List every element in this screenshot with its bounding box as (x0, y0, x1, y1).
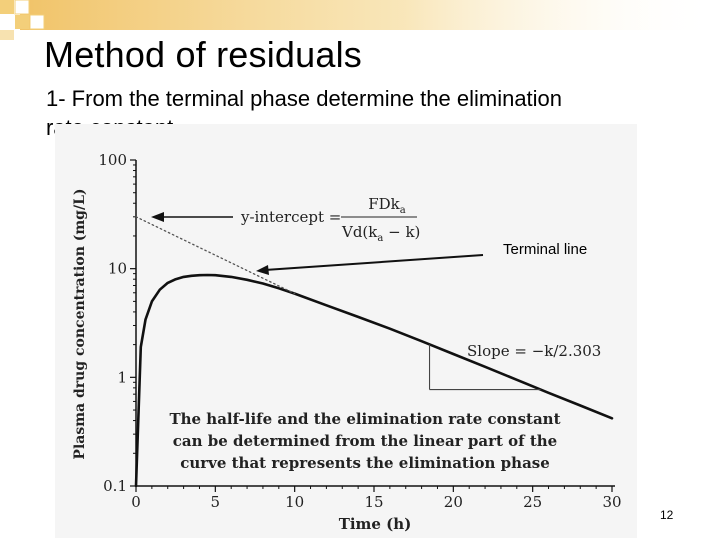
terminal-line-arrow (264, 254, 484, 271)
x-tick-label: 30 (602, 493, 621, 511)
header-stripe (20, 0, 720, 30)
y-intercept-numerator: FDka (368, 195, 406, 216)
denominator-post: − k) (383, 223, 420, 241)
header-square (14, 0, 30, 15)
axis-ticks: 0 5 10 15 20 25 30 0.1 1 10 100 (98, 151, 621, 511)
slide-title: Method of residuals (44, 34, 362, 75)
y-tick-label: 1 (117, 368, 127, 386)
header-square (29, 14, 45, 30)
chart-figure: 0 5 10 15 20 25 30 0.1 1 10 100 Time (h) Plasma dr… (55, 124, 637, 538)
slide-number: 12 (660, 508, 674, 522)
note-line-3: curve that represents the elimination ph… (180, 454, 550, 472)
y-tick-label: 0.1 (103, 477, 127, 495)
header-square (0, 0, 14, 14)
numerator-sub: a (400, 205, 406, 216)
note-line-1: The half-life and the elimination rate c… (169, 410, 560, 428)
y-intercept-prefix: y-intercept = (240, 208, 341, 226)
x-tick-label: 25 (523, 493, 542, 511)
slope-label: Slope = −k/2.303 (467, 342, 601, 360)
denominator-pre: Vd(k (341, 223, 378, 241)
y-intercept-denominator: Vd(ka − k) (341, 223, 420, 244)
concentration-curve (134, 273, 614, 488)
note-line-2: can be determined from the linear part o… (173, 432, 557, 450)
x-tick-label: 5 (211, 493, 221, 511)
x-tick-label: 15 (364, 493, 383, 511)
annotations: Time (h) Plasma drug concentration (mg/L… (72, 188, 601, 533)
terminal-extrapolation-line (135, 216, 296, 295)
terminal-line-arrowhead (256, 265, 269, 275)
numerator-main: FDk (368, 195, 400, 213)
x-tick-label: 20 (444, 493, 463, 511)
x-tick-label: 0 (131, 493, 141, 511)
x-tick-label: 10 (285, 493, 304, 511)
y-axis-label: Plasma drug concentration (mg/L) (72, 188, 88, 459)
concentration-time-chart: 0 5 10 15 20 25 30 0.1 1 10 100 Time (h) Plasma dr… (72, 151, 622, 533)
x-axis-label: Time (h) (339, 515, 412, 533)
y-tick-label: 10 (108, 260, 127, 278)
header-square (0, 30, 14, 40)
curves (134, 216, 614, 488)
denominator-sub: a (377, 233, 383, 244)
y-tick-label: 100 (98, 151, 127, 169)
header-square (15, 15, 29, 29)
y-intercept-arrowhead (151, 212, 164, 222)
terminal-line-label: Terminal line (503, 241, 587, 258)
